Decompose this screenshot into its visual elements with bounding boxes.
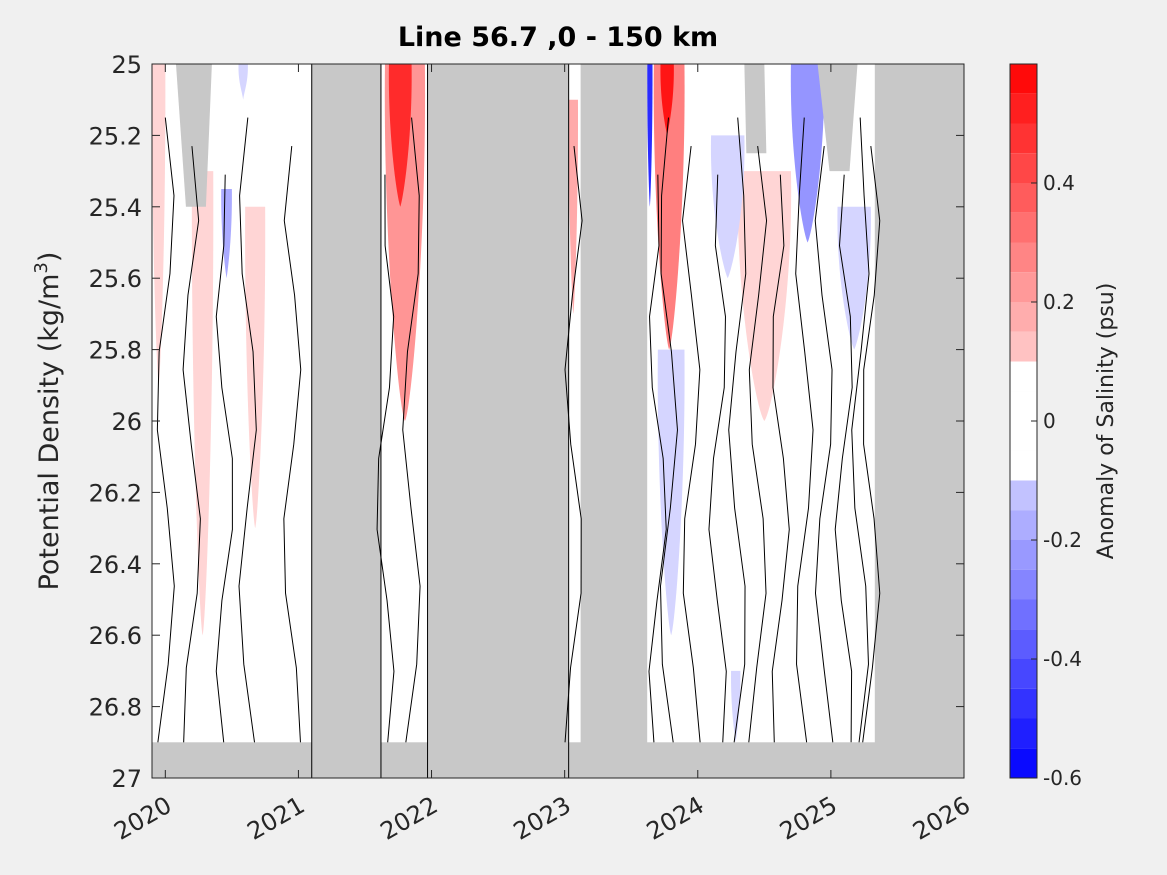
colorbar-segment <box>1010 302 1037 332</box>
anomaly-patch <box>221 188 232 279</box>
colorbar-segment <box>1010 688 1037 719</box>
colorbar-segment <box>1010 599 1037 630</box>
no-data-notch <box>175 64 212 207</box>
contour-line <box>564 146 583 743</box>
colorbar-segment <box>1010 153 1037 183</box>
contour-line <box>215 174 233 743</box>
colorbar-segment <box>1010 450 1037 481</box>
y-axis-title-main: Potential Density (kg/m <box>34 274 65 591</box>
contour-line <box>182 146 201 743</box>
colorbar-segment <box>1010 272 1037 302</box>
colorbar-segment <box>1010 629 1037 659</box>
colorbar-segment <box>1010 510 1037 540</box>
contour-line <box>728 117 747 743</box>
colorbar-segment <box>1010 748 1037 778</box>
plot-area <box>151 64 964 778</box>
contour-line <box>648 174 667 743</box>
colorbar-segment <box>1010 718 1037 749</box>
colorbar-tick-label: -0.4 <box>1043 647 1082 671</box>
no-data-deep-band <box>152 742 964 778</box>
colorbar-segment <box>1010 480 1037 511</box>
contour-line <box>814 146 834 743</box>
no-data-period <box>874 64 964 778</box>
anomaly-patch <box>245 206 266 529</box>
anomaly-patch <box>657 349 685 636</box>
contour-line <box>682 146 701 743</box>
colorbar-segment <box>1010 391 1037 421</box>
y-axis-ticks: 25 25.2 25.4 25.6 25.8 26 26.2 26.4 26.6 26.8 27 <box>89 51 964 793</box>
y-tick-label: 26.2 <box>89 479 142 507</box>
y-axis-title-end: ) <box>34 252 65 263</box>
y-axis-title-superscript: 3 <box>31 262 52 273</box>
contour-line <box>238 117 257 743</box>
colorbar-tick-label: -0.2 <box>1043 528 1082 552</box>
anomaly-patch <box>837 206 871 350</box>
no-data-period <box>580 64 648 778</box>
colorbar-segment <box>1010 361 1037 392</box>
anomaly-patch <box>388 64 412 207</box>
contour-line <box>771 174 790 743</box>
colorbar-segment <box>1010 540 1037 570</box>
anomaly-patch <box>731 670 741 743</box>
colorbar-tick-label: 0 <box>1043 409 1056 433</box>
y-tick-label: 26 <box>111 408 142 436</box>
contour-line <box>283 146 302 743</box>
no-data-period <box>427 64 569 778</box>
colorbar-segment <box>1010 123 1037 154</box>
y-tick-label: 25.6 <box>89 265 142 293</box>
y-tick-label: 25.4 <box>89 194 142 222</box>
colorbar <box>1009 63 1038 779</box>
anomaly-patch <box>568 99 579 314</box>
y-tick-label: 25.8 <box>89 337 142 365</box>
colorbar-segment <box>1010 242 1037 273</box>
y-tick-label: 26.6 <box>89 622 142 650</box>
no-data-notch <box>817 64 858 172</box>
colorbar-segment <box>1010 569 1037 600</box>
colorbar-segment <box>1010 421 1037 451</box>
no-data-period <box>311 64 381 778</box>
anomaly-patch <box>151 64 166 386</box>
y-tick-label: 26.8 <box>89 694 142 722</box>
contour-line <box>862 146 881 743</box>
chart-title: Line 56.7 ,0 - 150 km <box>398 22 718 53</box>
y-tick-label: 25 <box>111 51 142 79</box>
colorbar-tick-label: 0.2 <box>1043 290 1075 314</box>
colorbar-segment <box>1010 659 1037 689</box>
y-tick-label: 25.2 <box>89 122 142 150</box>
contour-line <box>156 117 175 743</box>
colorbar-segment <box>1010 64 1037 94</box>
contour-lines <box>156 117 881 743</box>
contour-line <box>834 174 853 743</box>
anomaly-patch <box>660 64 674 136</box>
colorbar-segment <box>1010 183 1037 213</box>
anomaly-patch <box>238 64 248 100</box>
contour-line <box>659 117 678 743</box>
contour-line <box>402 117 421 743</box>
colorbar-tick-label: 0.4 <box>1043 171 1075 195</box>
anomaly-patch <box>191 171 214 636</box>
colorbar-segment <box>1010 331 1037 362</box>
colorbar-tick-label: -0.6 <box>1043 766 1082 790</box>
contour-line <box>851 117 870 743</box>
y-tick-label: 26.4 <box>89 551 142 579</box>
anomaly-patch <box>647 64 653 207</box>
y-tick-label: 27 <box>111 765 142 793</box>
contour-line <box>748 146 768 743</box>
colorbar-ticks: 0.4 0.2 0 -0.2 -0.4 -0.6 <box>1031 171 1082 790</box>
colorbar-segment <box>1010 93 1037 124</box>
contour-line <box>795 117 814 743</box>
colorbar-title: Anomaly of Salinity (psu) <box>1094 283 1119 560</box>
contour-line <box>376 174 395 743</box>
y-axis-title: Potential Density (kg/m3) <box>31 252 65 591</box>
no-data-notch <box>744 64 767 154</box>
contour-line <box>708 174 727 743</box>
anomaly-patch <box>710 135 745 279</box>
colorbar-segment <box>1010 212 1037 243</box>
